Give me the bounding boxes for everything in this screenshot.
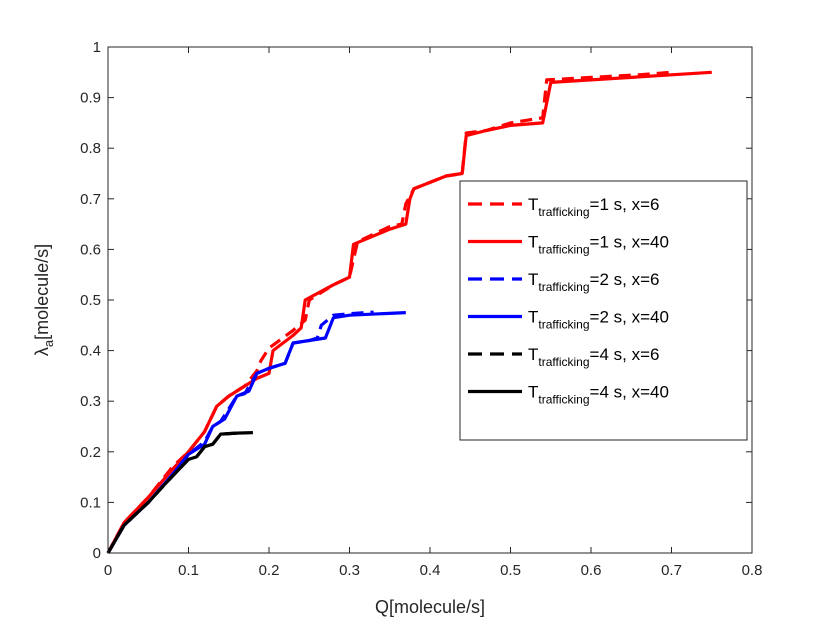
- y-tick-label: 0.6: [80, 241, 101, 258]
- x-tick-label: 0.8: [742, 562, 763, 579]
- legend-label-rest: =4 s, x=6: [590, 345, 660, 364]
- x-tick-label: 0: [104, 562, 112, 579]
- y-axis-subscript: a: [41, 339, 56, 347]
- legend-label-rest: =1 s, x=40: [590, 233, 669, 252]
- x-tick-label: 0.7: [661, 562, 682, 579]
- series-line-2: [106, 70, 712, 554]
- y-tick-label: 0.2: [80, 444, 101, 461]
- legend-label-3: Ttrafficking=2 s, x=6: [528, 270, 659, 294]
- legend-box: [459, 180, 748, 441]
- x-tick-label: 0.5: [500, 562, 521, 579]
- x-tick-label: 0.2: [259, 562, 280, 579]
- y-tick-label: 0.8: [80, 140, 101, 157]
- legend-label-5: Ttrafficking=4 s, x=6: [528, 345, 659, 369]
- y-axis-title: λa[molecule/s]: [32, 244, 56, 356]
- y-tick-label: 0.1: [80, 494, 101, 511]
- x-tick-label: 0.3: [339, 562, 360, 579]
- legend-label-6: Ttrafficking=4 s, x=40: [528, 383, 669, 407]
- x-tick-label: 0.6: [581, 562, 602, 579]
- legend-label-sub: trafficking: [538, 393, 589, 407]
- y-tick-label: 0.5: [80, 292, 101, 309]
- legend-label-main: T: [528, 195, 538, 214]
- legend-label-main: T: [528, 308, 538, 327]
- y-tick-label: 0.3: [80, 393, 101, 410]
- y-tick-label: 0: [93, 545, 101, 562]
- legend-label-sub: trafficking: [538, 243, 589, 257]
- legend-label-rest: =1 s, x=6: [590, 195, 660, 214]
- x-tick-label: 0.4: [420, 562, 441, 579]
- legend-label-sub: trafficking: [538, 355, 589, 369]
- legend-label-4: Ttrafficking=2 s, x=40: [528, 308, 669, 332]
- legend-label-main: T: [528, 233, 538, 252]
- legend-label-rest: =2 s, x=40: [590, 308, 669, 327]
- series-layer: [106, 70, 712, 554]
- legend-label-rest: =4 s, x=40: [590, 383, 669, 402]
- y-tick-label: 0.4: [80, 343, 101, 360]
- y-tick-label: 0.9: [80, 90, 101, 107]
- y-tick-label: 0.7: [80, 191, 101, 208]
- ticks-layer: 0 0.1 0.2 0.3 0.4 0.5 0.6 0.7 0.8 0 0.1 0.2 0.3 0.4 0.…: [80, 39, 762, 579]
- legend-label-sub: trafficking: [538, 205, 589, 219]
- y-axis-symbol: λ: [32, 347, 52, 356]
- y-axis-unit: [molecule/s]: [32, 244, 52, 340]
- legend-label-rest: =2 s, x=6: [590, 270, 660, 289]
- legend-label-main: T: [528, 270, 538, 289]
- series-line-6: [106, 431, 253, 554]
- legend-label-1: Ttrafficking=1 s, x=6: [528, 195, 659, 219]
- legend-label-sub: trafficking: [538, 280, 589, 294]
- x-axis-title: Q[molecule/s]: [375, 597, 485, 617]
- x-tick-label: 0.1: [178, 562, 199, 579]
- legend-label-main: T: [528, 345, 538, 364]
- legend-label-sub: trafficking: [538, 318, 589, 332]
- y-tick-label: 1: [93, 39, 101, 56]
- legend-label-main: T: [528, 383, 538, 402]
- legend-label-2: Ttrafficking=1 s, x=40: [528, 233, 669, 257]
